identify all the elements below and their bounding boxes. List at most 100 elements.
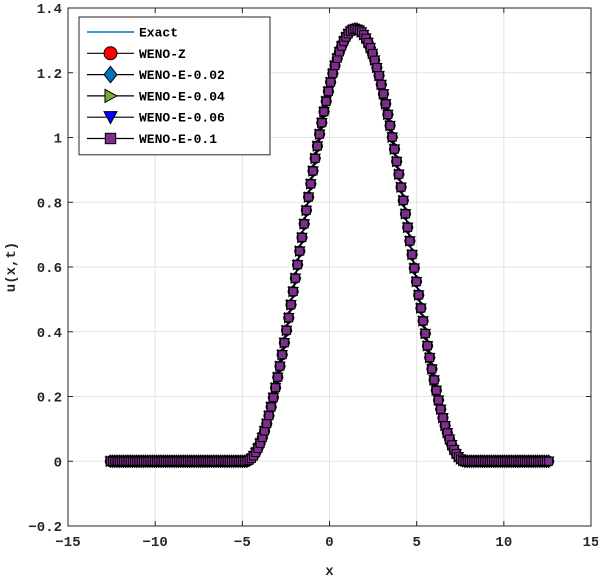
marker-weno-e-0-1 <box>273 372 283 382</box>
marker-weno-e-0-1 <box>293 260 303 270</box>
y-tick-label: 0.8 <box>37 196 62 212</box>
marker-weno-e-0-1 <box>277 350 287 360</box>
marker-weno-e-0-1 <box>407 250 417 260</box>
marker-weno-e-0-1 <box>370 55 380 65</box>
marker-weno-e-0-1 <box>297 233 307 243</box>
marker-weno-e-0-1 <box>416 303 426 313</box>
marker-weno-e-0-1 <box>405 236 415 246</box>
legend-item-weno-e-0-04: WENO-E-0.04 <box>87 88 225 104</box>
legend-marker-circle <box>103 46 118 61</box>
marker-weno-e-0-1 <box>409 263 419 273</box>
y-tick-label: 1.2 <box>37 67 62 83</box>
marker-weno-e-0-1 <box>387 132 397 142</box>
legend-label: WENO-Z <box>139 47 186 62</box>
marker-weno-e-0-1 <box>315 129 325 139</box>
marker-weno-e-0-1 <box>317 118 327 128</box>
marker-weno-e-0-1 <box>310 153 320 163</box>
legend-marker-triangle-down <box>103 111 118 125</box>
marker-weno-e-0-1 <box>389 144 399 154</box>
x-tick-label: −5 <box>234 535 251 551</box>
y-tick-label: 1.4 <box>37 2 62 18</box>
y-tick-label: 0 <box>54 455 62 471</box>
marker-weno-e-0-1 <box>295 246 305 256</box>
marker-weno-e-0-1 <box>414 290 424 300</box>
legend-item-exact: Exact <box>87 26 178 41</box>
marker-weno-e-0-1 <box>308 166 318 176</box>
x-tick-label: 5 <box>412 535 420 551</box>
marker-weno-e-0-1 <box>423 341 433 351</box>
marker-weno-e-0-1 <box>326 77 336 87</box>
marker-weno-e-0-1 <box>438 413 448 423</box>
marker-weno-e-0-1 <box>266 402 276 412</box>
marker-weno-e-0-1 <box>299 219 309 229</box>
x-tick-label: 10 <box>495 535 512 551</box>
legend-marker-diamond <box>103 65 118 84</box>
y-tick-label: −0.2 <box>28 520 62 536</box>
y-tick-label: 0.2 <box>37 391 62 407</box>
marker-weno-e-0-1 <box>275 361 285 371</box>
marker-weno-e-0-1 <box>304 192 314 202</box>
marker-weno-e-0-1 <box>374 71 384 81</box>
legend-item-weno-z: WENO-Z <box>87 46 186 62</box>
legend-item-weno-e-0-1: WENO-E-0.1 <box>87 132 217 147</box>
marker-weno-e-0-1 <box>306 179 316 189</box>
marker-weno-e-0-1 <box>321 96 331 106</box>
marker-weno-e-0-1 <box>286 300 296 310</box>
marker-weno-e-0-1 <box>434 395 444 405</box>
marker-weno-e-0-1 <box>271 383 281 393</box>
y-tick-label: 0.6 <box>37 261 62 277</box>
marker-weno-e-0-1 <box>427 364 437 374</box>
marker-weno-e-0-1 <box>323 86 333 96</box>
marker-weno-e-0-1 <box>372 63 382 73</box>
marker-weno-e-0-1 <box>429 375 439 385</box>
marker-weno-e-0-1 <box>383 109 393 119</box>
marker-weno-e-0-1 <box>288 287 298 297</box>
x-tick-label: −15 <box>55 535 80 551</box>
marker-weno-e-0-1 <box>312 141 322 151</box>
marker-weno-e-0-1 <box>279 338 289 348</box>
marker-weno-e-0-1 <box>378 89 388 99</box>
ticks <box>67 7 592 527</box>
marker-weno-e-0-1 <box>262 419 272 429</box>
marker-weno-e-0-1 <box>381 99 391 109</box>
series-layer <box>104 22 555 469</box>
marker-weno-e-0-1 <box>260 426 270 436</box>
legend-item-weno-e-0-02: WENO-E-0.02 <box>87 65 225 84</box>
marker-weno-e-0-1 <box>394 169 404 179</box>
legend-label: WENO-E-0.1 <box>139 132 217 147</box>
legend-marker-triangle-right <box>104 88 119 104</box>
x-axis-label: x <box>325 564 334 577</box>
legend-label: WENO-E-0.06 <box>139 111 225 126</box>
marker-weno-e-0-1 <box>376 79 386 89</box>
marker-weno-e-0-1 <box>418 316 428 326</box>
marker-weno-e-0-1 <box>396 182 406 192</box>
legend-label: WENO-E-0.04 <box>139 89 225 104</box>
marker-weno-e-0-1 <box>411 277 421 287</box>
marker-weno-e-0-1 <box>400 209 410 219</box>
marker-weno-e-0-1 <box>385 121 395 131</box>
marker-weno-e-0-1 <box>392 157 402 167</box>
x-tick-label: 15 <box>583 535 598 551</box>
marker-weno-e-0-1 <box>301 205 311 215</box>
marker-weno-e-0-1 <box>398 195 408 205</box>
marker-weno-e-0-1 <box>319 107 329 117</box>
legend: Exact WENO-Z WENO-E-0.02 WENO-E-0.04 WENO-E-… <box>78 16 271 156</box>
marker-weno-e-0-1 <box>328 69 338 79</box>
tick-labels: −15 −10 −5 0 5 10 15 −0.2 0 0.2 0.4 0.6 0.8 1 1.2 1.4 <box>28 2 598 551</box>
marker-weno-e-0-1 <box>290 273 300 283</box>
y-axis-label: u(x,t) <box>4 242 20 292</box>
legend-box <box>78 16 271 156</box>
x-tick-label: −10 <box>143 535 168 551</box>
marker-weno-e-0-1 <box>431 385 441 395</box>
y-tick-label: 1 <box>54 132 62 148</box>
legend-label: WENO-E-0.02 <box>139 68 225 83</box>
marker-weno-e-0-1 <box>544 456 554 466</box>
marker-weno-e-0-1 <box>425 353 435 363</box>
legend-item-weno-e-0-06: WENO-E-0.06 <box>87 111 225 126</box>
legend-marker-square <box>104 132 117 145</box>
marker-weno-e-0-1 <box>420 329 430 339</box>
marker-weno-e-0-1 <box>282 325 292 335</box>
marker-weno-e-0-1 <box>264 411 274 421</box>
